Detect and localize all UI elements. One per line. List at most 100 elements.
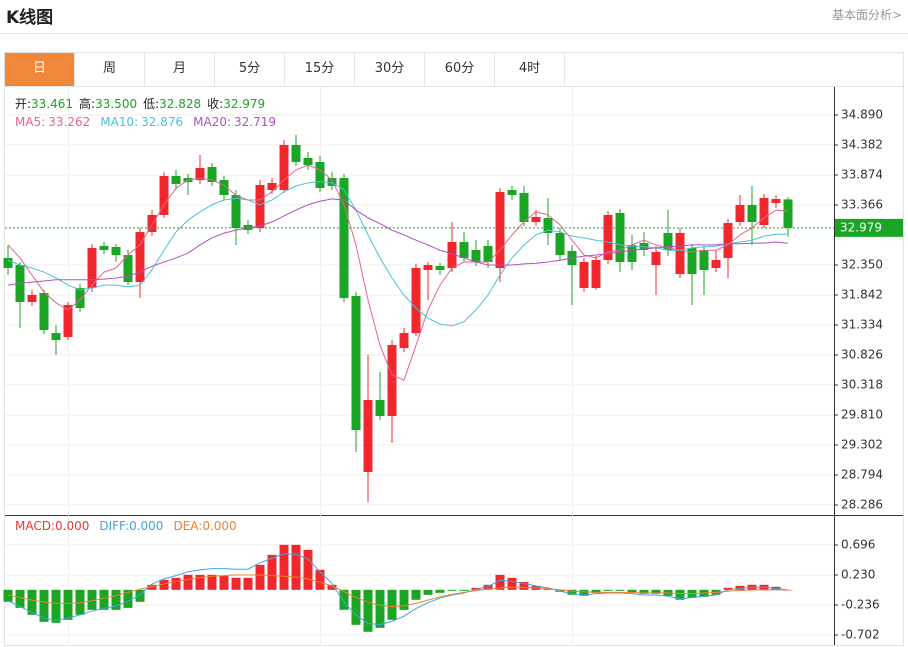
page-title: K线图 xyxy=(6,8,54,28)
candle-body xyxy=(591,259,601,288)
ma-name: MA5: xyxy=(15,115,46,129)
macd-bar xyxy=(219,575,229,590)
divider xyxy=(0,33,908,34)
candle-body xyxy=(759,197,769,226)
candle-body xyxy=(447,241,457,269)
macd-bar xyxy=(459,589,469,591)
macd-bar xyxy=(171,577,181,590)
macd-bar xyxy=(111,589,121,610)
ohlc-name: 高: xyxy=(79,97,96,111)
candle-body xyxy=(399,333,409,348)
candle-body xyxy=(435,266,445,271)
period-tab[interactable]: 月 xyxy=(145,52,215,86)
candle-body xyxy=(27,295,37,302)
candle-body xyxy=(159,176,169,215)
candle-body xyxy=(51,333,61,341)
y-tick-label: 31.334 xyxy=(841,318,883,332)
candle-body xyxy=(735,204,745,223)
macd-bar xyxy=(723,587,733,590)
candle-body xyxy=(315,162,325,188)
candle-body xyxy=(363,400,373,473)
last-price-label: 32.979 xyxy=(840,220,882,234)
macd-bar xyxy=(27,589,37,615)
macd-legend: MACD:0.000 DIFF:0.000 DEA:0.000 xyxy=(15,519,247,533)
macd-bar xyxy=(267,554,277,590)
y-tick-label: 29.810 xyxy=(841,408,883,422)
candle-body xyxy=(771,198,781,203)
candle-body xyxy=(123,255,133,283)
candle-body xyxy=(519,193,529,223)
candle-body xyxy=(195,167,205,181)
macd-bar xyxy=(255,564,265,590)
macd-bar xyxy=(399,589,409,610)
candle-body xyxy=(411,268,421,334)
y-tick-label: 33.366 xyxy=(841,197,883,211)
macd-bar xyxy=(507,577,517,590)
candle-body xyxy=(375,400,385,417)
macd-bar xyxy=(423,589,433,595)
period-tab[interactable]: 30分 xyxy=(355,52,425,86)
macd-bar xyxy=(3,589,13,602)
period-tab[interactable]: 周 xyxy=(75,52,145,86)
ohlc-name: 收: xyxy=(207,97,224,111)
candle-body xyxy=(327,178,337,186)
macd-bar xyxy=(279,544,289,590)
candle-body xyxy=(171,176,181,184)
macd-bar xyxy=(591,589,601,593)
ohlc-value: 32.828 xyxy=(159,97,202,111)
candle-body xyxy=(3,257,13,269)
macd-bar xyxy=(231,577,241,590)
candle-body xyxy=(135,231,145,283)
ohlc-value: 32.979 xyxy=(223,97,266,111)
macd-bar xyxy=(291,544,301,590)
macd-bar xyxy=(183,574,193,590)
macd-bar xyxy=(15,589,25,608)
macd-bar xyxy=(363,589,373,632)
candle-body xyxy=(63,304,73,337)
candle-body xyxy=(39,292,49,331)
period-tab[interactable]: 日 xyxy=(5,52,75,86)
macd-legend-value: 0.000 xyxy=(129,519,164,533)
period-tab[interactable]: 60分 xyxy=(425,52,495,86)
candle-body xyxy=(699,250,709,271)
macd-legend-value: 0.000 xyxy=(55,519,90,533)
y-tick-label: 29.302 xyxy=(841,438,883,452)
period-tab[interactable]: 5分 xyxy=(215,52,285,86)
ohlc-value: 33.461 xyxy=(31,97,74,111)
period-tab[interactable]: 15分 xyxy=(285,52,355,86)
y-tick-label: 0.230 xyxy=(841,568,875,582)
macd-bar xyxy=(447,589,457,591)
candle-body xyxy=(783,199,793,228)
candle-body xyxy=(111,246,121,256)
candle-body xyxy=(423,265,433,271)
candle-body xyxy=(351,296,361,431)
macd-bar xyxy=(207,574,217,590)
candle-body xyxy=(579,261,589,288)
period-tab[interactable]: 4时 xyxy=(495,52,565,86)
y-tick-label: -0.702 xyxy=(841,628,880,642)
candle-body xyxy=(675,232,685,274)
ohlc-name: 开: xyxy=(15,97,32,111)
candle-body xyxy=(387,345,397,417)
ohlc-row: 开:33.461 高:33.500 低:32.828 收:32.979 xyxy=(15,95,286,113)
candle-body xyxy=(711,259,721,269)
macd-bar xyxy=(147,584,157,590)
candle-body xyxy=(267,182,277,190)
macd-bar xyxy=(315,569,325,590)
macd-bar xyxy=(519,581,529,590)
candle-body xyxy=(495,192,505,269)
macd-line xyxy=(7,574,788,608)
last-price-tag xyxy=(835,218,903,237)
fundamental-link[interactable]: 基本面分析> xyxy=(831,8,902,22)
macd-bar xyxy=(483,584,493,590)
ma-name: MA10: xyxy=(100,115,139,129)
macd-bar xyxy=(387,589,397,620)
macd-bar xyxy=(735,585,745,590)
candle-body xyxy=(207,167,217,183)
macd-bar xyxy=(543,588,553,590)
macd-bar xyxy=(603,589,613,591)
candle-body xyxy=(75,287,85,308)
macd-bar xyxy=(195,574,205,590)
macd-bar xyxy=(327,584,337,590)
